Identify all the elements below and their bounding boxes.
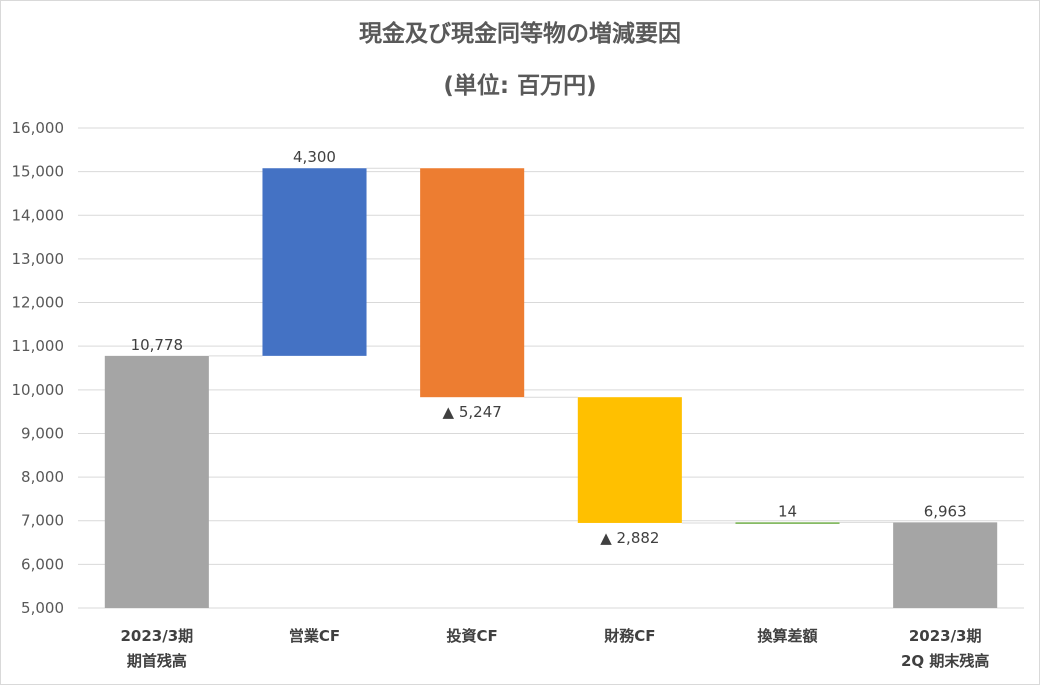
data-label: 6,963 bbox=[924, 502, 967, 520]
bar-increase bbox=[735, 522, 840, 524]
y-axis-tick-labels: 5,000 6,000 7,000 8,000 9,000 10,000 11,000 12,… bbox=[12, 119, 65, 617]
y-tick-label: 10,000 bbox=[12, 381, 65, 399]
x-category-label: 財務CF bbox=[603, 627, 655, 645]
y-tick-label: 5,000 bbox=[21, 599, 64, 617]
y-tick-label: 11,000 bbox=[12, 337, 65, 355]
data-label: 10,778 bbox=[131, 336, 184, 354]
x-category-label: 換算差額 bbox=[757, 627, 817, 645]
data-label: 4,300 bbox=[293, 148, 336, 166]
bar-total bbox=[893, 522, 998, 608]
data-label: 14 bbox=[778, 502, 797, 520]
data-label: ▲ 5,247 bbox=[443, 403, 502, 421]
data-labels: 10,778 4,300 ▲ 5,247 ▲ 2,882 14 6,963 bbox=[131, 148, 967, 547]
y-tick-label: 13,000 bbox=[12, 250, 65, 268]
x-category-label: 投資CF bbox=[447, 627, 498, 645]
y-tick-label: 15,000 bbox=[12, 163, 65, 181]
bar-increase bbox=[262, 168, 367, 356]
y-tick-label: 8,000 bbox=[21, 468, 64, 486]
y-tick-label: 9,000 bbox=[21, 424, 64, 442]
y-tick-label: 14,000 bbox=[12, 206, 65, 224]
y-tick-label: 7,000 bbox=[21, 512, 64, 530]
bar-decrease bbox=[420, 168, 525, 398]
chart-subtitle: (単位: 百万円) bbox=[443, 73, 597, 99]
y-tick-label: 16,000 bbox=[12, 119, 65, 137]
x-category-label: 2Q 期末残高 bbox=[901, 652, 989, 670]
bars bbox=[104, 168, 998, 608]
bar-total bbox=[104, 355, 209, 608]
x-category-label: 営業CF bbox=[289, 627, 340, 645]
bar-decrease bbox=[577, 397, 682, 523]
x-category-label: 2023/3期 bbox=[120, 627, 193, 645]
connector-lines bbox=[208, 167, 894, 524]
gridlines bbox=[78, 127, 1024, 609]
y-tick-label: 6,000 bbox=[21, 555, 64, 573]
x-category-label: 期首残高 bbox=[127, 652, 187, 670]
chart-title: 現金及び現金同等物の増減要因 bbox=[359, 21, 681, 47]
y-tick-label: 12,000 bbox=[12, 294, 65, 312]
x-category-label: 2023/3期 bbox=[909, 627, 982, 645]
data-label: ▲ 2,882 bbox=[600, 529, 659, 547]
